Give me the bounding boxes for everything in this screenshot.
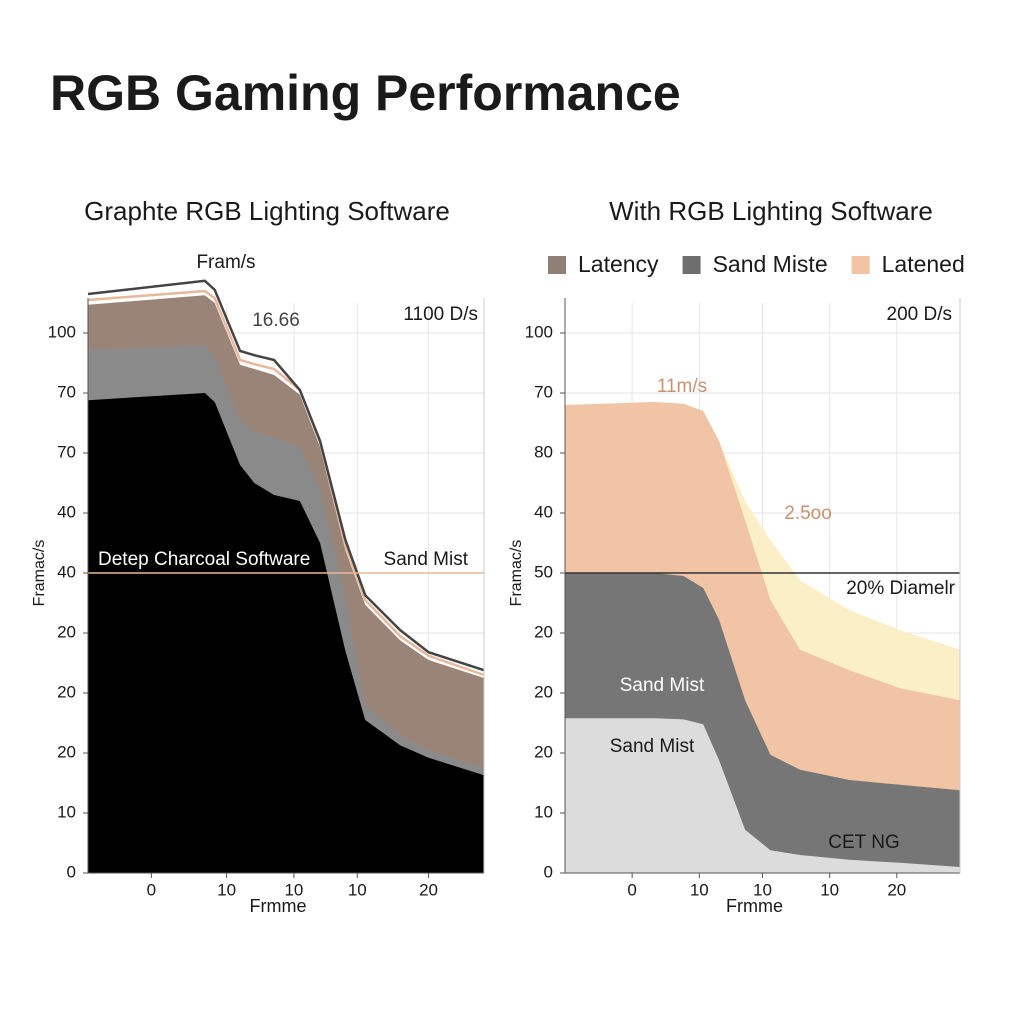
annotation: Sand Mist xyxy=(610,736,695,757)
y-tick-label: 100 xyxy=(525,322,553,341)
annotation: Fram/s xyxy=(196,252,255,273)
x-tick-label: 0 xyxy=(627,880,636,899)
y-tick-label: 20 xyxy=(57,622,76,641)
legend: Latency Sand Miste Latened xyxy=(548,251,965,277)
x-tick-label: 10 xyxy=(348,880,367,899)
x-tick-label: 10 xyxy=(217,880,236,899)
y-tick-label: 100 xyxy=(48,322,76,341)
y-tick-label: 10 xyxy=(534,802,553,821)
y-tick-label: 70 xyxy=(57,382,76,401)
annotation: 1100 D/s xyxy=(403,304,478,325)
legend-swatch xyxy=(548,256,566,274)
annotation: CET NG xyxy=(828,832,899,853)
y-tick-label: 20 xyxy=(57,682,76,701)
y-axis-label: Framac/s xyxy=(508,540,525,607)
y-tick-label: 40 xyxy=(534,502,553,521)
x-axis-label: Frmme xyxy=(726,896,783,916)
plot: 0 10 20 20 20 40 40 70 70 100 0 10 10 10 20 Frmme Framac… xyxy=(31,279,485,916)
legend-swatch xyxy=(851,256,870,274)
legend-swatch xyxy=(682,256,701,274)
x-axis-label: Frmme xyxy=(250,896,307,916)
annotation: 20% Diamelr xyxy=(846,578,955,599)
annotation: 11m/s xyxy=(657,376,707,397)
y-tick-label: 70 xyxy=(57,442,76,461)
annotation: 2.5oo xyxy=(784,503,832,524)
y-tick-label: 0 xyxy=(544,862,553,881)
legend-label: Latened xyxy=(882,251,965,277)
chart-title: Graphte RGB Lighting Software xyxy=(84,196,450,226)
y-tick-label: 50 xyxy=(534,562,553,581)
y-tick-label: 20 xyxy=(57,742,76,761)
y-tick-label: 70 xyxy=(534,382,553,401)
annotation: 200 D/s xyxy=(887,304,952,325)
y-tick-label: 40 xyxy=(57,502,76,521)
x-tick-label: 10 xyxy=(753,880,772,899)
y-tick-label: 20 xyxy=(534,742,553,761)
area xyxy=(88,393,484,873)
annotation: Sand Mist xyxy=(620,675,705,696)
y-tick-label: 80 xyxy=(534,442,553,461)
x-tick-label: 20 xyxy=(887,880,906,899)
area xyxy=(565,718,960,873)
x-tick-label: 10 xyxy=(690,880,709,899)
y-tick-label: 40 xyxy=(57,562,76,581)
x-tick-label: 10 xyxy=(820,880,839,899)
x-tick-label: 20 xyxy=(419,880,438,899)
legend-label: Latency xyxy=(578,251,659,277)
y-tick-label: 10 xyxy=(57,802,76,821)
x-tick-label: 0 xyxy=(147,880,156,899)
x-tick-label: 10 xyxy=(284,880,303,899)
annotation: Sand Mist xyxy=(384,549,469,570)
chart-title: With RGB Lighting Software xyxy=(609,196,933,226)
y-tick-label: 0 xyxy=(67,862,76,881)
y-tick-label: 20 xyxy=(534,622,553,641)
annotation: 16.66 xyxy=(252,310,300,331)
plot: 0 10 20 20 20 50 40 80 70 100 0 10 10 10 20 Frmme Framac… xyxy=(508,298,961,916)
y-tick-label: 20 xyxy=(534,682,553,701)
annotation: Detep Charcoal Software xyxy=(98,549,310,570)
y-axis-label: Framac/s xyxy=(31,540,48,607)
page-title: RGB Gaming Performance xyxy=(50,65,681,121)
legend-label: Sand Miste xyxy=(713,251,828,277)
line xyxy=(87,279,485,672)
